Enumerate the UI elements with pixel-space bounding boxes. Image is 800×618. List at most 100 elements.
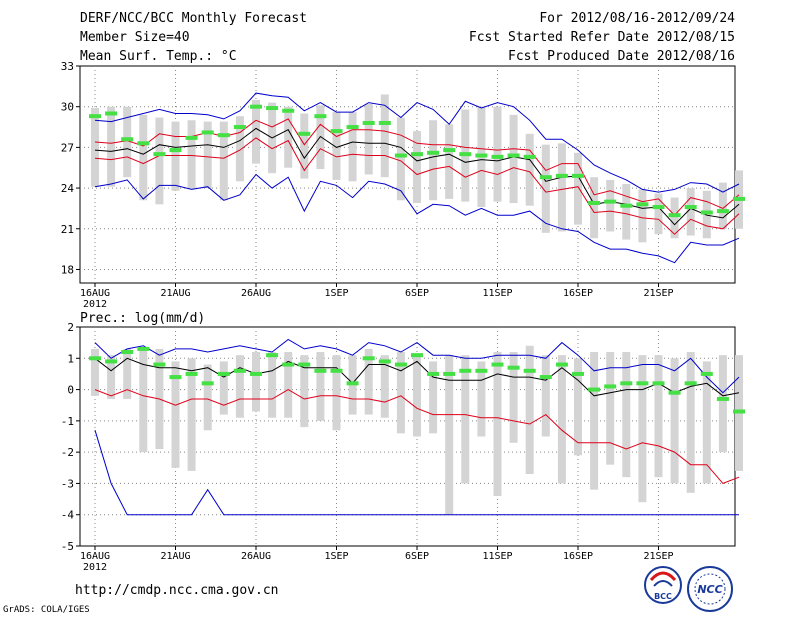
y-tick-label: 21 xyxy=(61,223,74,236)
ensemble-box xyxy=(718,355,727,453)
grads-credit: GrADS: COLA/IGES xyxy=(3,605,90,615)
y-tick-label: -5 xyxy=(61,540,74,553)
series-line-upper xyxy=(94,338,740,394)
median-marker xyxy=(572,371,584,376)
median-marker xyxy=(233,368,246,373)
ensemble-box xyxy=(590,177,599,239)
ensemble-box xyxy=(509,114,518,203)
median-marker xyxy=(201,381,214,386)
ensemble-box xyxy=(396,117,405,201)
produced-date: Fcst Produced Date 2012/08/16 xyxy=(508,49,735,64)
median-marker xyxy=(604,384,617,389)
ensemble-box xyxy=(622,352,631,478)
median-marker xyxy=(507,365,520,370)
ensemble-box xyxy=(638,355,647,503)
y-tick-label: 2 xyxy=(67,321,74,334)
median-marker xyxy=(330,368,343,373)
median-marker xyxy=(282,362,295,367)
median-marker xyxy=(105,111,118,116)
ensemble-box xyxy=(203,121,212,189)
series-line-std_lo xyxy=(94,389,740,484)
bcc-logo: BCC xyxy=(644,566,682,604)
x-tick-label: 6SEP xyxy=(405,288,429,299)
ensemble-box xyxy=(396,352,405,434)
median-marker xyxy=(572,173,584,178)
ensemble-box xyxy=(429,120,438,201)
ensemble-box xyxy=(187,120,196,190)
x-tick-label: 6SEP xyxy=(405,551,429,562)
median-marker xyxy=(700,210,713,215)
member-size: Member Size=40 xyxy=(80,30,190,45)
temperature-panel: 18 21 24 27 30 33 16AUG 21AUG 26AUG 1SEP 6SEP 11SEP… xyxy=(61,60,745,310)
ensemble-box xyxy=(139,114,148,201)
median-marker xyxy=(443,371,456,376)
ensemble-box xyxy=(187,358,196,471)
x-tick-label: 21SEP xyxy=(643,288,673,299)
median-marker xyxy=(153,362,166,367)
median-marker xyxy=(394,153,407,158)
median-marker xyxy=(266,353,279,358)
median-marker xyxy=(555,362,568,367)
ensemble-box xyxy=(541,144,550,233)
ensemble-box xyxy=(557,355,566,484)
ensemble-box xyxy=(477,361,486,437)
median-marker xyxy=(636,381,649,386)
ensemble-box xyxy=(123,348,132,399)
x-tick-label: 21AUG xyxy=(160,551,190,562)
median-marker xyxy=(314,368,327,373)
ensemble-box xyxy=(525,345,534,475)
variable-label: Mean Surf. Temp.: °C xyxy=(80,49,237,64)
median-marker xyxy=(555,173,568,178)
median-marker xyxy=(620,381,633,386)
ensemble-box xyxy=(203,364,212,431)
median-marker xyxy=(588,200,601,205)
median-marker xyxy=(668,213,681,218)
median-marker xyxy=(378,120,391,125)
ensemble-box xyxy=(413,131,421,203)
ensemble-box xyxy=(686,188,695,236)
median-marker xyxy=(684,205,697,210)
median-marker xyxy=(636,202,649,207)
ensemble-box xyxy=(557,143,566,232)
source-url: http://cmdp.ncc.cma.gov.cn xyxy=(75,583,279,598)
median-marker xyxy=(137,346,150,351)
median-marker xyxy=(121,350,134,355)
y-tick-label: 33 xyxy=(61,60,74,73)
median-marker xyxy=(733,409,745,414)
ncc-logo: NCC xyxy=(687,566,733,612)
ensemble-box xyxy=(252,352,260,412)
x-tick-label: 16AUG xyxy=(80,288,110,299)
ensemble-box xyxy=(91,348,99,396)
ensemble-box xyxy=(590,352,599,490)
ensemble-box xyxy=(445,124,454,199)
median-marker xyxy=(668,390,681,395)
ensemble-box xyxy=(268,352,277,418)
median-marker xyxy=(588,387,601,392)
y-tick-label: 24 xyxy=(61,182,75,195)
ensemble-box xyxy=(219,121,228,201)
x-tick-label: 16SEP xyxy=(563,288,593,299)
median-marker xyxy=(362,356,375,361)
series-line-mean xyxy=(94,357,740,397)
median-marker xyxy=(282,108,295,113)
y-tick-label: -3 xyxy=(61,477,74,490)
median-marker xyxy=(105,359,118,364)
forecast-period: For 2012/08/16-2012/09/24 xyxy=(539,11,735,26)
ensemble-box xyxy=(574,152,582,225)
median-marker xyxy=(121,137,134,142)
x-tick-label: 1SEP xyxy=(324,288,348,299)
median-marker xyxy=(346,125,359,130)
ensemble-box xyxy=(332,355,341,431)
median-marker xyxy=(684,381,697,386)
ensemble-box xyxy=(541,355,550,437)
y-tick-label: -1 xyxy=(61,415,74,428)
ensemble-box xyxy=(622,183,631,240)
median-marker xyxy=(716,396,729,401)
y-tick-label: 0 xyxy=(67,384,74,397)
ensemble-box xyxy=(654,355,663,478)
median-marker xyxy=(346,381,359,386)
x-tick-label: 26AUG xyxy=(241,551,271,562)
ensemble-box xyxy=(252,99,260,164)
ensemble-box xyxy=(461,355,470,484)
median-marker xyxy=(700,371,713,376)
